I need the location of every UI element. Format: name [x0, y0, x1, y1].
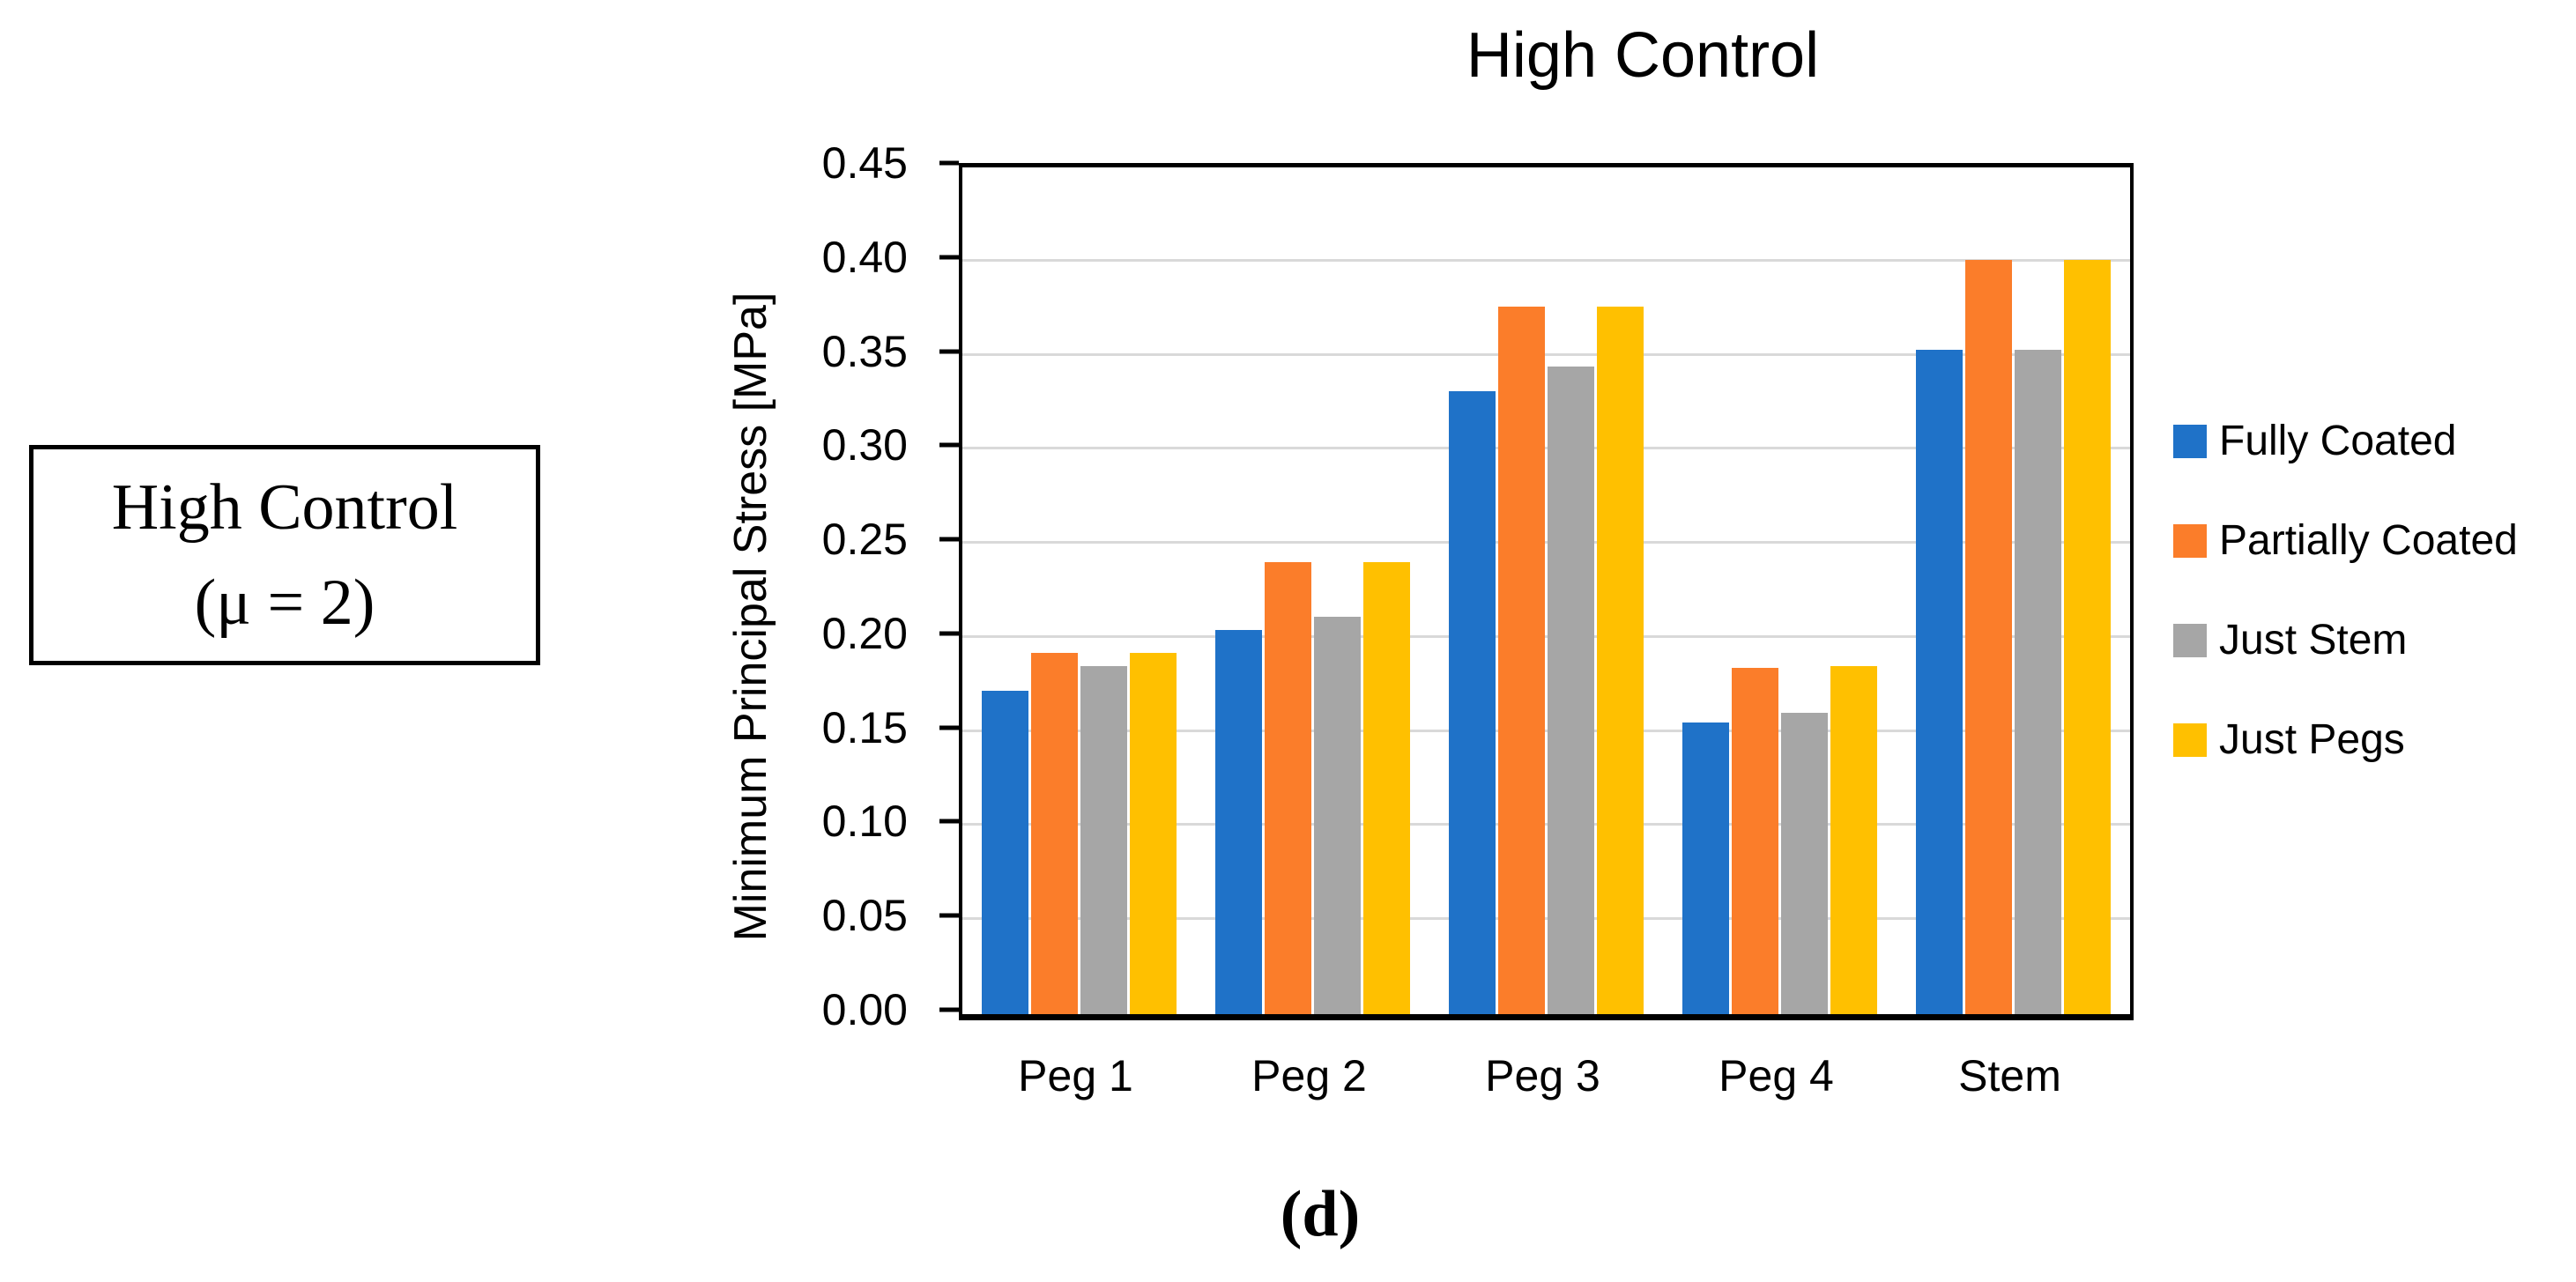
legend-swatch-fully-coated	[2173, 424, 2207, 458]
bar-just-stem-peg-3	[1548, 367, 1594, 1014]
legend-label-just-pegs: Just Pegs	[2219, 716, 2405, 763]
y-tick-label-0.35: 0.35	[821, 326, 908, 376]
legend-label-partially-coated: Partially Coated	[2219, 517, 2518, 564]
y-tick-label-0.25: 0.25	[821, 515, 908, 565]
bar-just-pegs-peg-3	[1597, 307, 1644, 1014]
y-tick-mark-0.25	[939, 537, 959, 542]
bar-just-stem-peg-4	[1781, 713, 1828, 1014]
legend-label-fully-coated: Fully Coated	[2219, 418, 2457, 464]
bar-partially-coated-peg-2	[1265, 562, 1311, 1014]
condition-label-line1: High Control	[111, 471, 458, 544]
gridline-0.20	[962, 634, 2130, 638]
bar-group-peg-2	[1196, 167, 1429, 1014]
y-tick-label-0.30: 0.30	[821, 420, 908, 471]
y-tick-label-0.45: 0.45	[821, 138, 908, 188]
bar-partially-coated-peg-1	[1031, 652, 1078, 1014]
bar-just-pegs-peg-4	[1830, 665, 1877, 1014]
bar-just-stem-peg-1	[1080, 665, 1127, 1014]
bar-fully-coated-peg-2	[1215, 630, 1262, 1014]
y-tick-label-0.10: 0.10	[821, 797, 908, 847]
bar-just-pegs-peg-1	[1130, 652, 1177, 1014]
y-tick-label-0.40: 0.40	[821, 232, 908, 282]
x-tick-label-peg-1: Peg 1	[1018, 1051, 1133, 1100]
legend-item-just-pegs: Just Pegs	[2173, 715, 2405, 764]
bar-just-stem-stem	[2015, 350, 2061, 1014]
bar-just-pegs-peg-2	[1363, 562, 1410, 1014]
bar-just-stem-peg-2	[1314, 617, 1361, 1014]
bar-just-pegs-stem	[2064, 259, 2111, 1014]
x-tick-label-peg-4: Peg 4	[1719, 1051, 1834, 1100]
legend-item-just-stem: Just Stem	[2173, 616, 2407, 664]
legend-swatch-just-stem	[2173, 623, 2207, 657]
y-tick-mark-0.05	[939, 913, 959, 918]
plot-area	[959, 163, 2134, 1020]
y-tick-mark-0.45	[939, 160, 959, 166]
y-tick-mark-0.15	[939, 725, 959, 730]
y-tick-label-0.00: 0.00	[821, 985, 908, 1034]
bar-fully-coated-peg-3	[1449, 391, 1496, 1014]
y-tick-label-0.05: 0.05	[821, 891, 908, 941]
gridline-0.30	[962, 447, 2130, 450]
gridline-0.10	[962, 823, 2130, 826]
bar-partially-coated-peg-3	[1498, 307, 1545, 1014]
gridline-0.25	[962, 541, 2130, 545]
x-tick-label-stem: Stem	[1958, 1051, 2061, 1100]
y-tick-mark-0.20	[939, 631, 959, 636]
condition-label-line2: (μ = 2)	[194, 567, 375, 639]
x-tick-label-peg-3: Peg 3	[1485, 1051, 1600, 1100]
bar-partially-coated-peg-4	[1732, 668, 1778, 1014]
gridline-0.05	[962, 917, 2130, 921]
gridline-0.35	[962, 352, 2130, 356]
bar-group-peg-3	[1429, 167, 1663, 1014]
bar-groups	[962, 167, 2130, 1014]
legend-swatch-partially-coated	[2173, 523, 2207, 558]
bar-fully-coated-stem	[1916, 350, 1963, 1014]
legend-item-partially-coated: Partially Coated	[2173, 516, 2518, 565]
x-tick-label-peg-2: Peg 2	[1251, 1051, 1367, 1100]
bar-partially-coated-stem	[1965, 259, 2012, 1014]
bar-group-stem	[1897, 167, 2130, 1014]
y-tick-label-0.15: 0.15	[821, 702, 908, 752]
gridline-0.15	[962, 729, 2130, 732]
y-tick-mark-0.35	[939, 349, 959, 354]
legend-item-fully-coated: Fully Coated	[2173, 417, 2456, 465]
y-tick-mark-0.00	[939, 1007, 959, 1012]
bar-group-peg-4	[1663, 167, 1897, 1014]
chart-title: High Control	[1466, 20, 1820, 91]
y-axis-title: Minimum Principal Stress [MPa]	[725, 292, 776, 942]
bar-fully-coated-peg-4	[1682, 723, 1729, 1014]
y-tick-mark-0.10	[939, 819, 959, 824]
subfigure-caption: (d)	[1280, 1178, 1361, 1250]
y-tick-label-0.20: 0.20	[821, 608, 908, 658]
legend: Fully Coated Partially Coated Just Stem Jus…	[2173, 417, 2574, 787]
y-tick-mark-0.30	[939, 442, 959, 448]
legend-label-just-stem: Just Stem	[2219, 617, 2408, 663]
y-tick-mark-0.40	[939, 255, 959, 260]
legend-swatch-just-pegs	[2173, 723, 2207, 757]
bar-group-peg-1	[962, 167, 1196, 1014]
gridline-0.40	[962, 258, 2130, 262]
bar-fully-coated-peg-1	[982, 690, 1028, 1014]
condition-label-box: High Control (μ = 2)	[29, 445, 540, 665]
